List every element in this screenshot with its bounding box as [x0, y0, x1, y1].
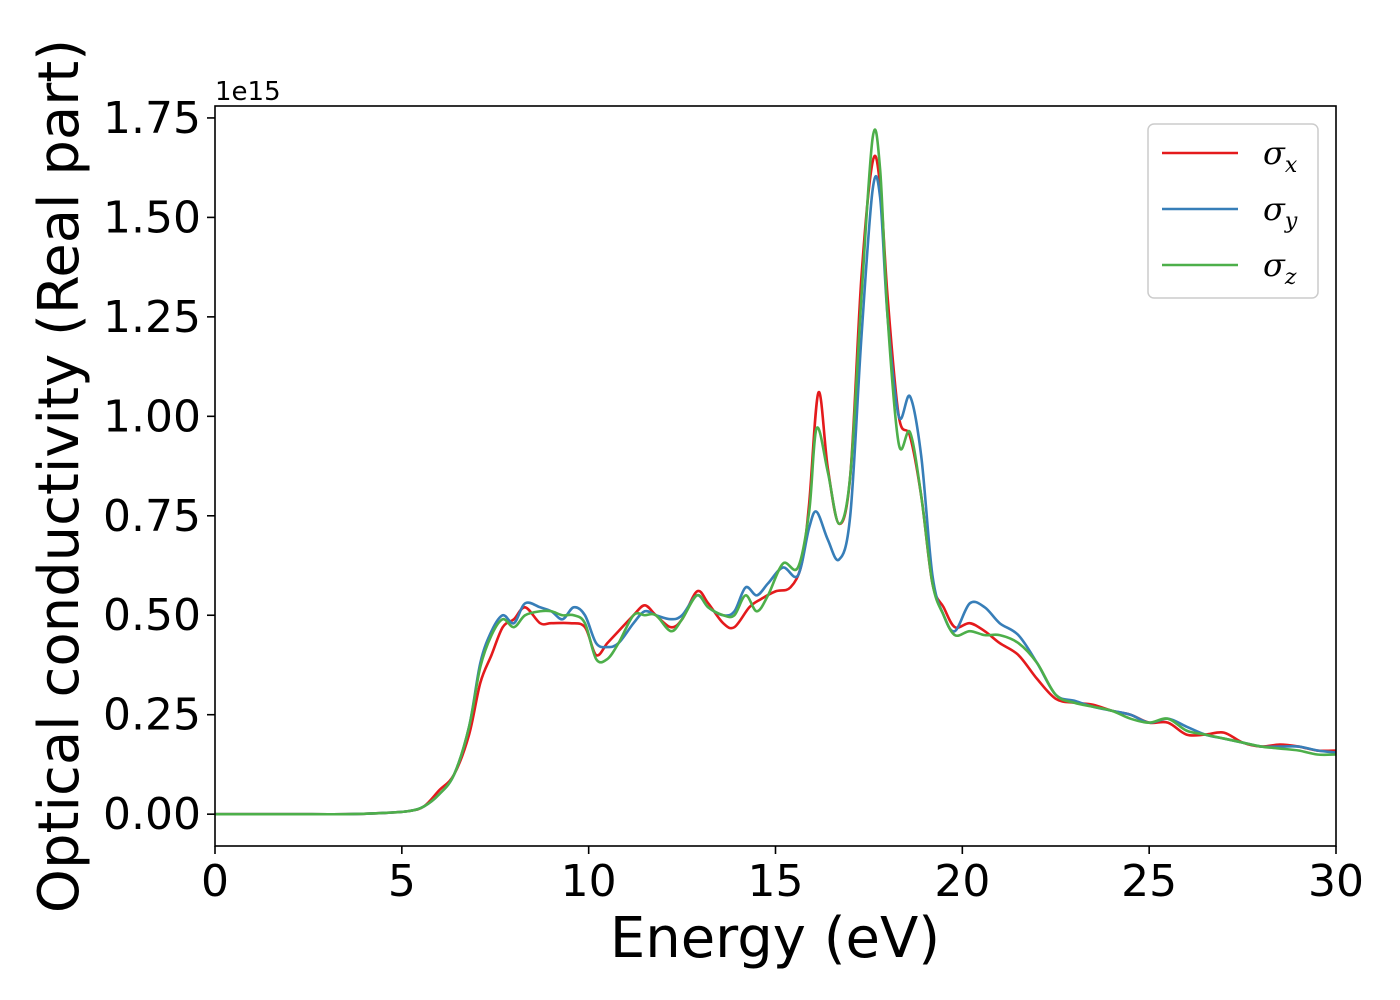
legend-symbol: σ [1263, 134, 1286, 172]
x-axis-ticks: 0 5 10 15 20 25 30 [201, 846, 1364, 907]
legend-label-x: σx [1263, 134, 1298, 178]
legend-symbol: σ [1263, 246, 1286, 284]
x-tick-label: 5 [388, 856, 416, 907]
legend-label-y: σy [1263, 190, 1298, 234]
y-tick-label: 0.50 [103, 590, 201, 641]
y-axis-offset-label: 1e15 [215, 77, 281, 107]
legend-subscript: z [1284, 265, 1297, 290]
x-tick-label: 25 [1121, 856, 1177, 907]
y-axis-label: Optical conductivity (Real part) [27, 39, 92, 913]
x-tick-label: 20 [934, 856, 990, 907]
legend-frame [1147, 123, 1319, 299]
y-tick-label: 0.25 [103, 690, 201, 741]
y-tick-label: 0.00 [103, 789, 201, 840]
y-tick-label: 0.75 [103, 491, 201, 542]
x-tick-label: 0 [201, 856, 229, 907]
y-axis-ticks: 0.00 0.25 0.50 0.75 1.00 1.25 1.50 1.75 [103, 93, 215, 840]
x-tick-label: 15 [748, 856, 804, 907]
y-tick-label: 1.00 [103, 391, 201, 442]
legend-subscript: y [1284, 209, 1298, 234]
x-tick-label: 10 [561, 856, 617, 907]
data-lines [215, 128, 1336, 816]
x-tick-label: 30 [1308, 856, 1364, 907]
y-tick-label: 1.50 [103, 192, 201, 243]
series-line-z [215, 128, 1336, 816]
x-axis-label: Energy (eV) [610, 906, 940, 971]
y-tick-label: 1.25 [103, 292, 201, 343]
legend-subscript: x [1285, 153, 1298, 178]
y-tick-label: 1.75 [103, 93, 201, 144]
legend-symbol: σ [1263, 190, 1286, 228]
legend-label-z: σz [1263, 246, 1297, 290]
